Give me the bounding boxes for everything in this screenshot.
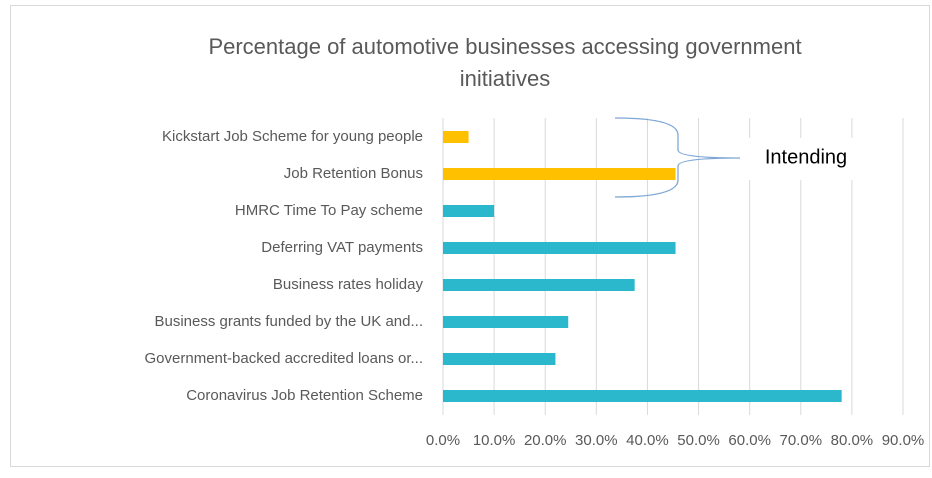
chart-title: Percentage of automotive businesses acce… [208, 34, 801, 59]
y-tick-label: Deferring VAT payments [261, 239, 423, 256]
bar [443, 353, 556, 365]
x-tick-label: 0.0% [426, 432, 460, 449]
bar [443, 316, 569, 328]
x-tick-label: 40.0% [626, 432, 669, 449]
y-tick-label: HMRC Time To Pay scheme [235, 202, 423, 219]
bar [443, 168, 676, 180]
x-tick-label: 50.0% [677, 432, 720, 449]
y-tick-label: Business grants funded by the UK and... [155, 313, 424, 330]
bar [443, 242, 676, 254]
bar [443, 279, 635, 291]
x-tick-label: 90.0% [882, 432, 925, 449]
bar [443, 390, 842, 402]
chart-title: initiatives [460, 66, 550, 91]
y-tick-label: Job Retention Bonus [284, 165, 423, 182]
bar [443, 205, 495, 217]
annotation: Intending [765, 146, 847, 168]
x-tick-label: 70.0% [780, 432, 823, 449]
bar [443, 131, 469, 143]
x-tick-label: 60.0% [728, 432, 771, 449]
x-tick-label: 30.0% [575, 432, 618, 449]
y-tick-label: Business rates holiday [273, 276, 424, 293]
y-tick-label: Coronavirus Job Retention Scheme [186, 387, 423, 404]
x-tick-label: 20.0% [524, 432, 567, 449]
y-tick-label: Kickstart Job Scheme for young people [162, 128, 423, 145]
x-tick-label: 10.0% [473, 432, 516, 449]
brace [614, 117, 741, 198]
x-tick-label: 80.0% [831, 432, 874, 449]
y-tick-label: Government-backed accredited loans or... [145, 350, 423, 367]
chart-frame [10, 5, 930, 467]
annotation-box [742, 138, 870, 180]
bars [443, 131, 842, 402]
